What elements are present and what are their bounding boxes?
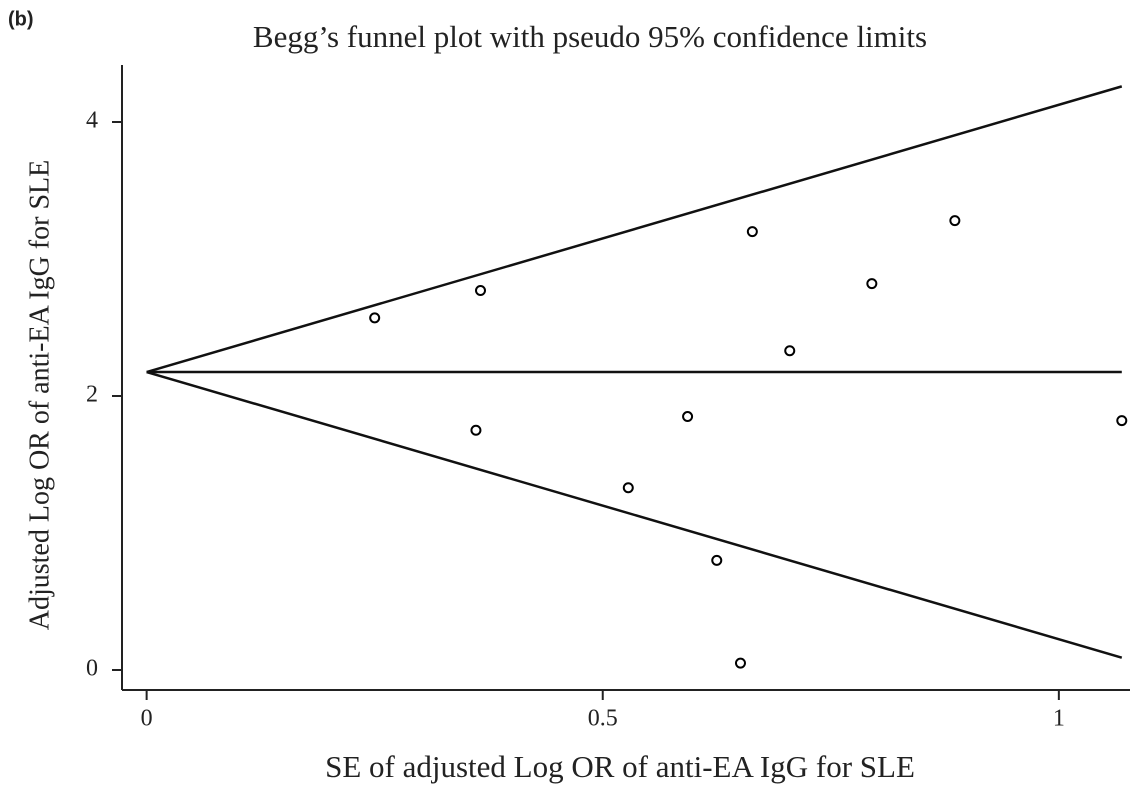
x-tick-label: 0.5 <box>588 706 618 732</box>
panel-label: (b) <box>8 8 34 30</box>
point <box>866 278 878 290</box>
point <box>470 424 482 436</box>
point <box>711 554 723 566</box>
y-tick-label: 4 <box>86 107 98 133</box>
y-tick-label: 2 <box>86 381 98 407</box>
point <box>369 312 381 324</box>
point <box>949 215 961 227</box>
y-axis-label: Adjusted Log OR of anti-EA IgG for SLE <box>24 160 55 631</box>
y-tick-label: 0 <box>86 655 98 681</box>
x-axis-label: SE of adjusted Log OR of anti-EA IgG for… <box>325 749 915 784</box>
point <box>622 482 634 494</box>
point <box>475 285 487 297</box>
point <box>746 226 758 238</box>
point <box>784 345 796 357</box>
chart-title: Begg’s funnel plot with pseudo 95% confi… <box>253 19 927 54</box>
funnel-line <box>146 85 1123 374</box>
point <box>682 411 694 423</box>
x-tick-label: 0 <box>141 706 153 732</box>
point <box>734 657 746 669</box>
point <box>1116 415 1128 427</box>
funnel-line <box>146 370 1123 659</box>
x-tick-label: 1 <box>1053 706 1065 732</box>
